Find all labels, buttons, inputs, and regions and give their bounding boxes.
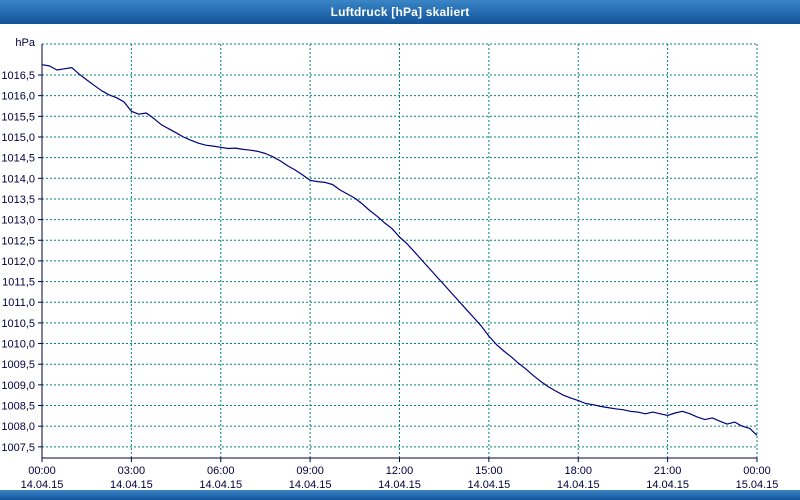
y-tick-label: 1016,0 bbox=[1, 91, 35, 103]
x-tick-time: 21:00 bbox=[654, 465, 682, 477]
y-tick-label: 1015,5 bbox=[1, 111, 35, 123]
x-tick-time: 09:00 bbox=[296, 465, 324, 477]
y-tick-label: 1013,5 bbox=[1, 194, 35, 206]
y-tick-label: 1016,5 bbox=[1, 70, 35, 82]
y-tick-label: 1011,5 bbox=[2, 277, 35, 289]
y-tick-label: 1012,5 bbox=[1, 235, 35, 247]
x-tick-time: 06:00 bbox=[207, 465, 235, 477]
y-tick-label: 1014,5 bbox=[1, 153, 35, 165]
chart-area: 1016,5 1016,0 1015,5 1015,0 1014,5 1014,0 1013… bbox=[0, 24, 800, 491]
x-tick-date: 14.04.15 bbox=[378, 479, 421, 490]
chart-canvas: 1016,5 1016,0 1015,5 1015,0 1014,5 1014,0 1013… bbox=[1, 37, 779, 491]
bottom-bar bbox=[0, 490, 800, 500]
x-tick-date: 14.04.15 bbox=[467, 479, 510, 490]
y-tick-label: 1010,5 bbox=[1, 318, 35, 330]
x-tick-date: 15.04.15 bbox=[736, 479, 779, 490]
pressure-line bbox=[41, 64, 758, 436]
y-tick-label: 1009,5 bbox=[1, 359, 35, 371]
x-tick-date: 14.04.15 bbox=[646, 479, 689, 490]
x-tick-time: 00:00 bbox=[743, 465, 771, 477]
axes bbox=[38, 44, 758, 462]
x-tick-time: 12:00 bbox=[386, 465, 414, 477]
pressure-series-line bbox=[41, 64, 758, 436]
y-tick-label: 1008,0 bbox=[1, 421, 35, 433]
gridlines bbox=[41, 43, 758, 458]
y-tick-label: 1012,0 bbox=[1, 256, 35, 268]
x-tick-date: 14.04.15 bbox=[289, 479, 332, 490]
y-tick-label: 1013,0 bbox=[1, 215, 35, 227]
y-axis-unit-label: hPa bbox=[15, 37, 35, 49]
y-tick-label: 1009,0 bbox=[1, 380, 35, 392]
x-tick-time: 00:00 bbox=[28, 465, 56, 477]
titlebar: Luftdruck [hPa] skaliert bbox=[0, 0, 800, 24]
window-title: Luftdruck [hPa] skaliert bbox=[330, 5, 470, 19]
y-tick-label: 1011,0 bbox=[2, 297, 35, 309]
x-tick-labels: 00:00 14.04.15 03:00 14.04.15 06:00 14.04.15 0… bbox=[21, 465, 779, 491]
x-tick-date: 14.04.15 bbox=[21, 479, 64, 490]
y-tick-label: 1007,5 bbox=[1, 442, 35, 454]
x-tick-date: 14.04.15 bbox=[557, 479, 600, 490]
y-tick-labels: 1016,5 1016,0 1015,5 1015,0 1014,5 1014,0 1013… bbox=[1, 37, 36, 454]
y-tick-label: 1010,0 bbox=[1, 339, 35, 351]
x-tick-date: 14.04.15 bbox=[199, 479, 242, 490]
x-tick-time: 15:00 bbox=[475, 465, 503, 477]
x-tick-time: 18:00 bbox=[564, 465, 592, 477]
y-tick-label: 1014,0 bbox=[1, 173, 35, 185]
x-tick-date: 14.04.15 bbox=[110, 479, 153, 490]
y-tick-label: 1008,5 bbox=[1, 401, 35, 413]
y-tick-label: 1015,0 bbox=[1, 132, 35, 144]
x-tick-time: 03:00 bbox=[118, 465, 146, 477]
